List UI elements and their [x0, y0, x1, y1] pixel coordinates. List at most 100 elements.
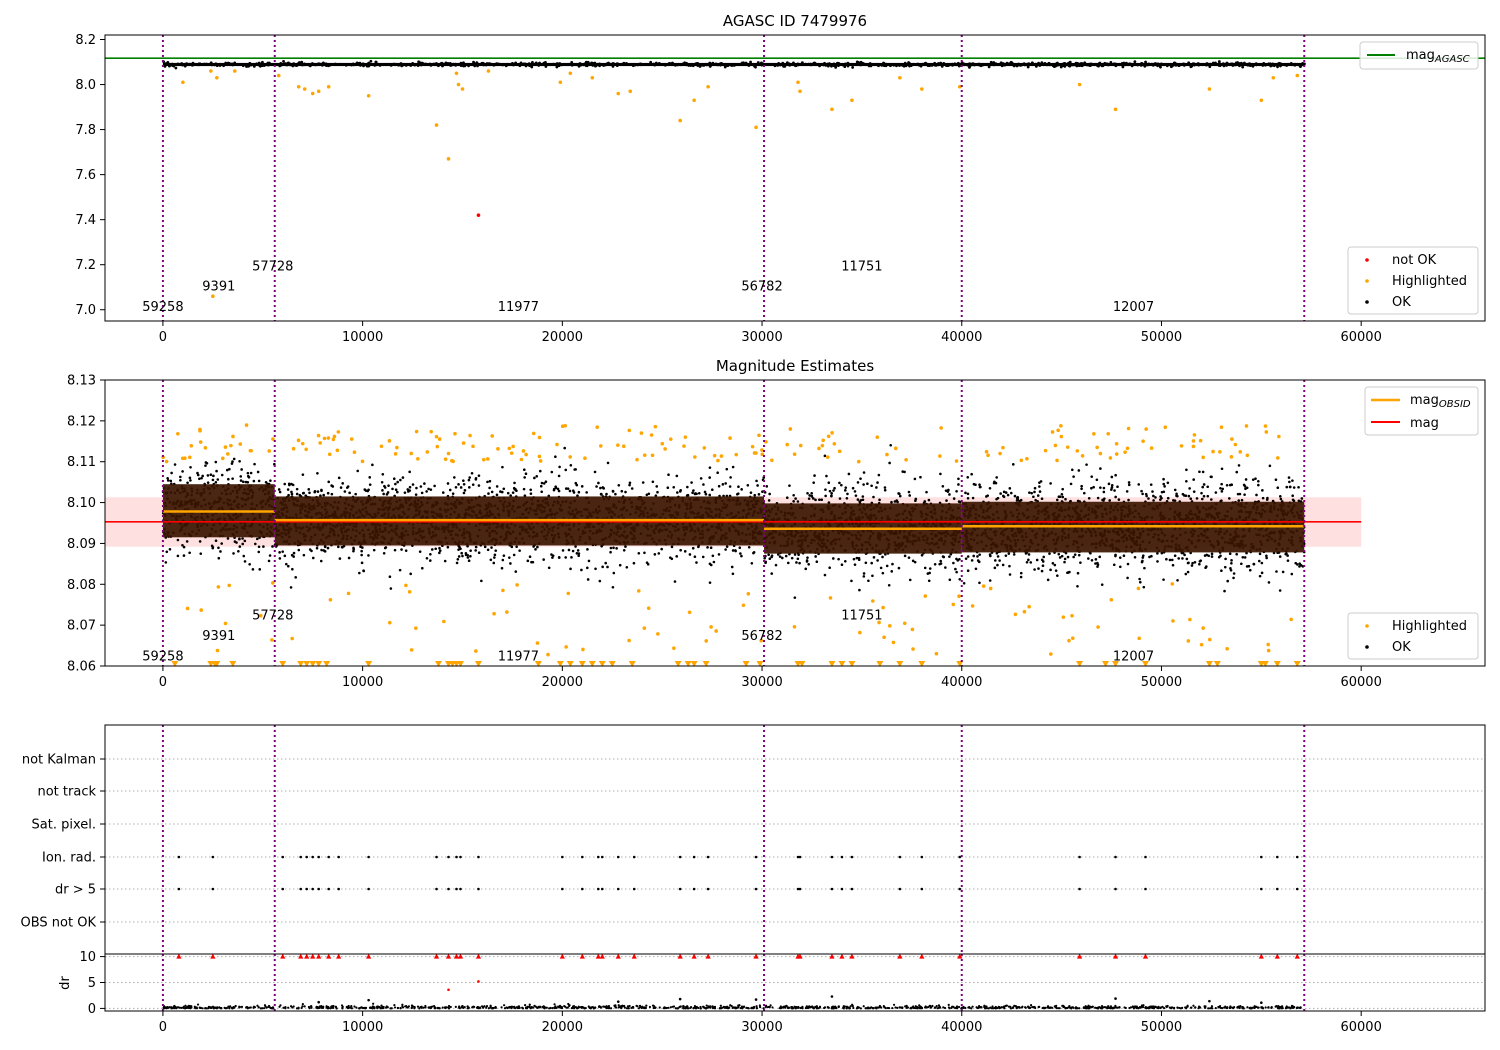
- ok-point: [441, 491, 445, 494]
- ok-point: [1191, 561, 1194, 565]
- ok-point: [622, 548, 626, 552]
- ok-point: [764, 561, 767, 564]
- ok-point: [392, 477, 396, 481]
- ok-point: [210, 62, 213, 66]
- ok-point: [862, 572, 866, 575]
- ok-point: [356, 469, 360, 473]
- ok-point: [786, 561, 790, 565]
- ok-point: [867, 579, 870, 583]
- ok-point: [930, 63, 934, 67]
- ok-point: [725, 545, 729, 548]
- ok-point: [587, 559, 591, 563]
- ok-point: [1282, 62, 1286, 66]
- ok-point: [701, 63, 704, 67]
- ok-point: [490, 546, 493, 549]
- ok-point: [676, 491, 679, 494]
- ok-point: [255, 62, 259, 66]
- ok-point: [1077, 469, 1081, 472]
- ok-point: [979, 485, 982, 489]
- y-tick-label: 7.6: [75, 168, 96, 183]
- ok-point: [813, 474, 816, 477]
- ok-point: [963, 62, 966, 66]
- ok-point: [936, 63, 940, 67]
- ok-point: [228, 467, 231, 471]
- highlighted-point: [1259, 98, 1264, 103]
- ok-point: [757, 493, 761, 496]
- ok-point: [494, 549, 498, 552]
- ok-point: [509, 494, 512, 497]
- ok-point: [166, 479, 170, 482]
- ok-point: [352, 63, 356, 67]
- ok-point: [704, 62, 708, 66]
- ok-point: [488, 479, 492, 483]
- ok-point: [1237, 499, 1241, 502]
- ok-point: [1197, 63, 1201, 67]
- ok-point: [838, 497, 842, 500]
- ok-point: [374, 60, 378, 64]
- ok-point: [283, 482, 287, 486]
- highlighted-point: [486, 69, 491, 73]
- highlighted-point: [1207, 87, 1212, 91]
- ok-point: [389, 63, 393, 67]
- ok-point: [877, 64, 880, 68]
- ok-point: [827, 501, 831, 504]
- ok-point: [877, 473, 881, 477]
- ok-point: [853, 563, 857, 566]
- ok-point: [429, 552, 432, 556]
- ok-point: [523, 494, 527, 498]
- ok-point: [268, 554, 272, 557]
- ok-point: [539, 484, 543, 488]
- ok-point: [267, 63, 271, 67]
- ok-point: [507, 556, 511, 559]
- ok-point: [493, 553, 497, 557]
- ok-point: [206, 474, 210, 477]
- ok-point: [453, 476, 456, 479]
- ok-point: [1271, 62, 1275, 66]
- ok-point: [574, 545, 577, 548]
- ok-point: [1238, 492, 1242, 496]
- ok-point: [942, 555, 946, 559]
- ok-point: [712, 560, 716, 564]
- ok-point: [231, 460, 234, 463]
- highlighted-point: [628, 89, 633, 94]
- ok-point: [434, 62, 438, 66]
- agasc-panel: AGASC ID 7479976 59258939157728119775678…: [75, 12, 1486, 345]
- ok-point: [444, 61, 448, 65]
- ok-point: [620, 489, 624, 493]
- ok-point: [1145, 63, 1149, 67]
- ok-point: [531, 560, 535, 564]
- ok-point: [1241, 65, 1245, 69]
- ok-point: [241, 64, 245, 68]
- ok-point: [246, 64, 250, 68]
- ok-point: [1101, 64, 1105, 68]
- ok-point: [957, 483, 960, 486]
- ok-point: [313, 490, 317, 494]
- ok-point: [235, 541, 238, 544]
- ok-point: [1001, 563, 1005, 567]
- ok-point: [1066, 555, 1070, 559]
- x-tick-label: 20000: [542, 330, 583, 345]
- ok-point: [606, 461, 610, 465]
- ok-point: [1015, 64, 1019, 68]
- ok-point: [512, 553, 516, 557]
- highlighted-point: [446, 157, 451, 161]
- ok-point: [341, 482, 344, 485]
- ok-point: [455, 561, 459, 565]
- ok-point: [217, 556, 221, 560]
- ok-point: [1099, 467, 1102, 470]
- ok-point: [381, 489, 384, 492]
- ok-point: [828, 489, 832, 493]
- highlighted-point: [302, 87, 307, 91]
- ok-point: [850, 579, 853, 583]
- ok-point: [740, 554, 743, 558]
- ok-point: [376, 62, 380, 66]
- ok-point: [408, 470, 411, 474]
- ok-point: [253, 542, 257, 546]
- ok-point: [173, 463, 177, 466]
- ok-point: [522, 62, 526, 66]
- ok-point: [749, 491, 753, 494]
- ok-point: [933, 562, 937, 566]
- ok-point: [279, 63, 283, 67]
- ok-point: [586, 566, 589, 570]
- ok-point: [1233, 63, 1237, 67]
